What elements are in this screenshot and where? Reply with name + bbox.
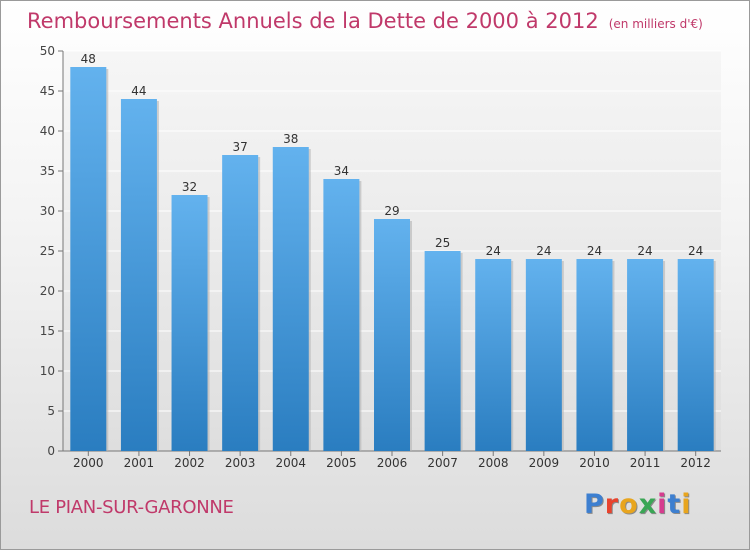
x-tick-label: 2003: [225, 456, 256, 470]
bar: [424, 251, 461, 451]
x-tick-label: 2001: [124, 456, 155, 470]
data-label: 48: [81, 52, 96, 66]
x-tick-label: 2002: [174, 456, 205, 470]
y-tick-label: 35: [40, 164, 55, 178]
bar: [272, 147, 309, 451]
x-tick-label: 2004: [275, 456, 306, 470]
y-tick-label: 20: [40, 284, 55, 298]
y-tick-label: 15: [40, 324, 55, 338]
data-label: 37: [233, 140, 248, 154]
logo-letter: i: [657, 489, 668, 520]
bar: [171, 195, 208, 451]
data-label: 38: [283, 132, 298, 146]
y-tick-label: 40: [40, 124, 55, 138]
y-tick-label: 25: [40, 244, 55, 258]
data-label: 25: [435, 236, 450, 250]
logo-letter: P: [584, 489, 605, 520]
x-tick-label: 2010: [579, 456, 610, 470]
data-label: 24: [536, 244, 551, 258]
chart-title: Remboursements Annuels de la Dette de 20…: [27, 9, 703, 33]
x-tick-label: 2008: [478, 456, 509, 470]
data-label: 34: [334, 164, 349, 178]
data-label: 44: [131, 84, 146, 98]
bar: [627, 259, 664, 451]
proxiti-logo: Proxiti: [584, 489, 692, 520]
x-tick-label: 2009: [529, 456, 560, 470]
y-tick-label: 5: [47, 404, 55, 418]
bar: [323, 179, 360, 451]
x-tick-label: 2007: [427, 456, 458, 470]
bar: [525, 259, 562, 451]
logo-letter: i: [681, 489, 692, 520]
y-tick-label: 45: [40, 84, 55, 98]
bar: [120, 99, 157, 451]
bar: [222, 155, 259, 451]
chart-title-text: Remboursements Annuels de la Dette de 20…: [27, 9, 599, 33]
data-label: 29: [384, 204, 399, 218]
bar: [70, 67, 107, 451]
bar: [475, 259, 512, 451]
y-tick-label: 30: [40, 204, 55, 218]
x-tick-label: 2006: [377, 456, 408, 470]
y-tick-label: 0: [47, 444, 55, 458]
data-label: 32: [182, 180, 197, 194]
data-label: 24: [637, 244, 652, 258]
y-tick-label: 10: [40, 364, 55, 378]
x-tick-label: 2012: [680, 456, 711, 470]
x-tick-label: 2011: [630, 456, 661, 470]
chart-unit: (en milliers d'€): [608, 17, 703, 31]
data-label: 24: [486, 244, 501, 258]
data-label: 24: [587, 244, 602, 258]
bar: [576, 259, 613, 451]
logo-letter: x: [638, 489, 658, 520]
logo-letter: t: [667, 489, 682, 520]
logo-letter: r: [604, 489, 620, 520]
data-label: 24: [688, 244, 703, 258]
y-tick-label: 50: [40, 44, 55, 58]
bar: [677, 259, 714, 451]
x-tick-label: 2005: [326, 456, 357, 470]
x-tick-label: 2000: [73, 456, 104, 470]
bar: [374, 219, 410, 451]
logo-letter: o: [619, 489, 639, 520]
city-name: LE PIAN-SUR-GARONNE: [29, 497, 234, 518]
